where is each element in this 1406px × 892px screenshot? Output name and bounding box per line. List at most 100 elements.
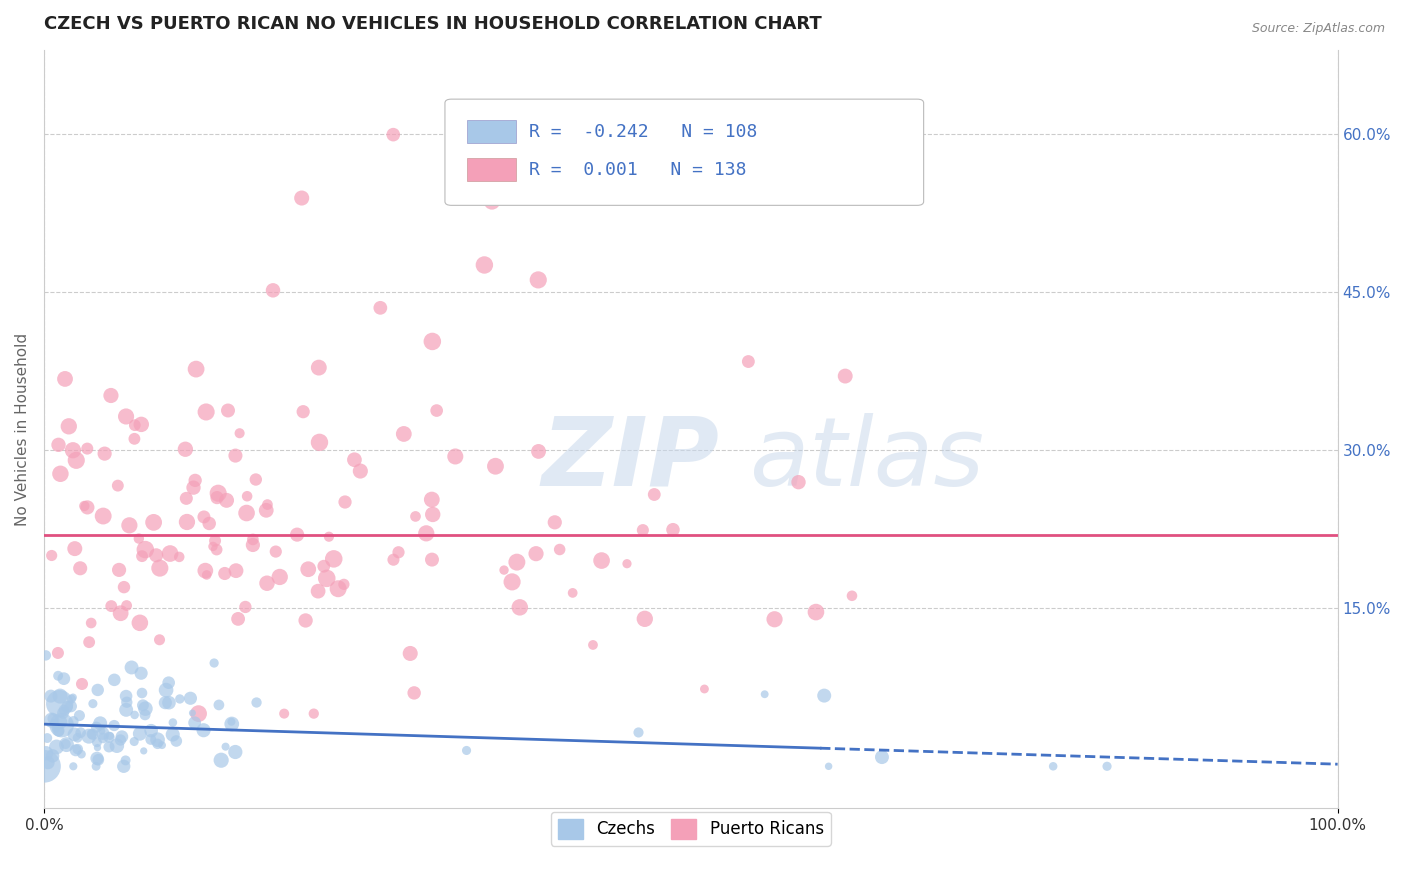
Point [66,742,89,756]
Point [444,450,467,464]
Point [63,541,86,556]
Point [176,515,198,529]
Point [183,715,205,730]
Point [35,746,58,760]
Point [87,753,110,767]
Point [80,615,103,630]
Point [179,691,201,706]
Point [90,724,112,739]
Point [55,737,77,751]
Point [302,706,325,721]
Point [115,703,138,717]
Point [134,701,156,715]
Point [80,727,103,741]
Point [315,571,337,585]
Point [524,547,547,561]
Point [217,403,239,417]
Point [91,731,114,745]
Point [87,682,110,697]
Point [167,549,190,564]
Point [111,730,134,744]
Point [242,538,264,552]
Point [62,690,84,705]
Point [139,732,162,747]
Point [41,713,63,727]
Point [131,686,153,700]
Point [86,735,108,749]
Point [193,723,215,738]
FancyBboxPatch shape [444,99,924,205]
Point [841,589,863,603]
Point [262,283,284,297]
Point [39,689,62,703]
Point [52,706,75,720]
Point [208,698,231,712]
FancyBboxPatch shape [467,120,516,143]
Point [221,717,243,731]
Point [86,720,108,734]
Point [591,553,613,567]
Point [312,559,335,574]
Point [51,718,73,732]
Point [132,744,155,758]
Point [181,706,204,720]
Point [146,737,169,751]
Point [45,721,67,735]
Point [441,141,464,155]
Point [82,727,104,741]
Point [100,599,122,613]
Text: atlas: atlas [749,413,984,506]
Point [235,599,257,614]
Point [484,459,506,474]
Point [145,549,167,563]
Point [205,542,228,557]
Point [382,128,405,142]
Point [62,443,84,458]
Point [256,576,278,591]
Point [292,405,315,419]
Point [193,510,215,524]
Point [84,759,107,773]
Point [34,759,56,773]
Point [70,677,93,691]
Point [134,707,156,722]
Point [86,740,108,755]
Point [165,734,187,748]
Point [49,467,72,481]
Point [834,369,856,384]
Text: Source: ZipAtlas.com: Source: ZipAtlas.com [1251,22,1385,36]
Point [41,549,63,563]
Point [91,509,114,524]
Point [53,372,76,386]
Point [291,191,314,205]
Point [37,731,59,745]
Point [627,725,650,739]
Point [662,523,685,537]
Point [333,495,356,509]
Point [63,727,86,741]
Point [77,635,100,649]
Point [62,714,84,729]
Point [308,360,330,375]
Point [174,442,197,457]
Point [149,561,172,575]
Point [134,542,156,557]
Point [110,733,132,747]
Point [142,516,165,530]
Point [115,689,138,703]
Text: CZECH VS PUERTO RICAN NO VEHICLES IN HOUSEHOLD CORRELATION CHART: CZECH VS PUERTO RICAN NO VEHICLES IN HOU… [44,15,821,33]
Point [273,706,295,721]
Point [228,426,250,441]
Point [269,570,291,584]
Point [456,743,478,757]
Point [46,646,69,660]
Point [62,759,84,773]
Point [98,730,121,744]
Point [420,492,443,507]
Point [124,432,146,446]
Point [45,739,67,754]
Point [59,699,82,714]
Point [141,723,163,738]
Point [129,417,152,432]
Point [420,334,443,349]
